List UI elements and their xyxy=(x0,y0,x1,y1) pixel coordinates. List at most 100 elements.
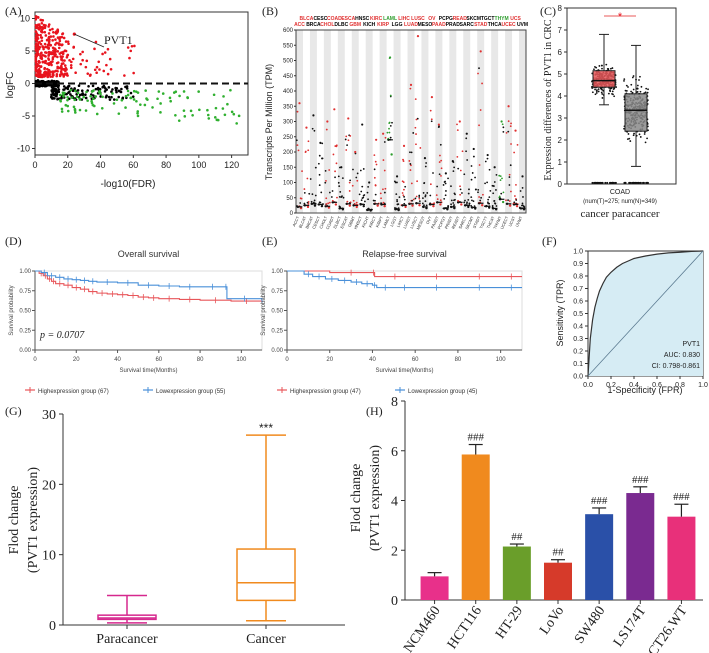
tpm-point xyxy=(393,180,396,183)
volcano-point-up xyxy=(108,57,112,61)
tpm-max-point xyxy=(465,132,468,135)
tpm-point xyxy=(355,176,358,179)
tpm-point xyxy=(313,129,316,132)
tpm-point xyxy=(334,176,336,179)
volcano-point xyxy=(112,98,116,101)
volcano-point-up xyxy=(81,50,84,54)
tpm-point xyxy=(375,163,378,166)
tpm-point xyxy=(383,169,386,172)
roc-diagonal xyxy=(587,250,704,377)
volcano-point-up xyxy=(36,36,39,40)
tpm-point xyxy=(440,159,443,162)
bar-significance-label: ### xyxy=(591,495,608,507)
tpm-point xyxy=(410,182,413,185)
panel-label-a: (A) xyxy=(5,4,22,18)
volcano-point-up xyxy=(45,71,49,74)
roc-y-tick-label: 0.2 xyxy=(573,349,583,356)
volcano-point-up xyxy=(51,60,54,63)
tpm-point xyxy=(330,196,333,198)
tpm-point xyxy=(502,130,505,133)
coad-point xyxy=(625,84,628,87)
tpm-x-tick-label: BLCAT xyxy=(298,215,308,229)
volcano-point-up xyxy=(74,71,77,75)
volcano-point-up xyxy=(34,16,38,19)
tpm-median-point xyxy=(383,204,386,208)
volcano-point-up xyxy=(126,46,130,49)
fold-y-axis-label-unit: (PVT1 expression) xyxy=(26,467,41,573)
bar-y-axis-label-unit: (PVT1 expression) xyxy=(368,445,383,551)
tpm-x-tick-label: SARCT xyxy=(457,215,467,230)
volcano-point-down xyxy=(98,91,101,94)
tpm-point xyxy=(478,67,480,70)
volcano-point xyxy=(114,88,118,92)
volcano-point-up xyxy=(105,63,108,67)
coad-point xyxy=(601,97,604,99)
volcano-point-down xyxy=(132,89,136,93)
tpm-column-band xyxy=(435,30,443,213)
tpm-median-point xyxy=(432,204,435,208)
tpm-point xyxy=(422,197,424,200)
coad-y-tick-label: 6 xyxy=(558,48,563,57)
tpm-median-point xyxy=(501,200,505,204)
tpm-column-band xyxy=(477,30,485,213)
tpm-point xyxy=(499,179,502,182)
tpm-point xyxy=(507,130,510,133)
tpm-point xyxy=(395,193,398,196)
tpm-median-point xyxy=(306,205,310,209)
rfs-y-tick-label: 0.50 xyxy=(271,309,283,315)
tpm-point xyxy=(346,200,349,203)
coad-point xyxy=(644,141,647,144)
tpm-point xyxy=(437,126,440,128)
volcano-point-up xyxy=(52,35,55,38)
panel-label-f: (F) xyxy=(542,234,557,248)
coad-zero-point xyxy=(594,181,597,184)
volcano-point-down xyxy=(66,95,69,99)
volcano-point-up xyxy=(57,66,60,69)
tpm-point xyxy=(439,143,442,146)
volcano-point-up xyxy=(62,68,66,71)
tpm-x-tick-label: KIRPT xyxy=(375,215,385,228)
volcano-point-down xyxy=(92,97,95,101)
roc-y-tick-label: 0.4 xyxy=(573,324,583,331)
os-chart-title: Overall survival xyxy=(118,249,180,259)
volcano-point-up xyxy=(56,61,60,64)
tpm-point xyxy=(388,122,391,125)
tpm-point xyxy=(349,179,352,182)
tpm-x-tick-label: KICHT xyxy=(360,215,370,228)
tpm-point xyxy=(379,192,382,195)
tpm-point xyxy=(325,180,327,182)
volcano-point-up xyxy=(64,49,68,53)
volcano-point-up xyxy=(44,51,47,54)
volcano-point-up xyxy=(39,56,42,60)
volcano-point-down xyxy=(73,98,76,102)
volcano-point xyxy=(50,90,54,93)
coad-point xyxy=(594,88,596,91)
tpm-point xyxy=(440,174,442,177)
rfs-legend-label: Lowexpression group (45) xyxy=(408,389,477,395)
tpm-point xyxy=(402,160,405,163)
tpm-point xyxy=(445,190,447,192)
coad-point xyxy=(646,91,649,94)
roc-y-axis-label: Sensitivity (TPR) xyxy=(555,279,565,346)
tpm-column-band xyxy=(365,30,373,213)
tpm-point xyxy=(491,184,494,187)
roc-x-tick-label: 0.2 xyxy=(606,382,616,389)
tpm-point xyxy=(471,199,473,202)
coad-category-label: COAD xyxy=(610,189,630,196)
coad-point xyxy=(607,92,610,95)
volcano-point-up xyxy=(34,60,38,63)
bar-x-tick-label: HCT116 xyxy=(445,604,485,652)
coad-zero-point xyxy=(632,181,635,184)
coad-box-cancer xyxy=(592,70,616,88)
volcano-point xyxy=(81,93,85,97)
os-x-tick-label: 100 xyxy=(236,357,247,363)
tpm-point xyxy=(509,125,512,128)
volcano-point-down xyxy=(78,97,82,100)
volcano-point-up xyxy=(60,56,63,59)
volcano-point-up xyxy=(64,66,68,70)
coad-point xyxy=(595,89,598,91)
volcano-point-down xyxy=(86,99,89,102)
coad-point xyxy=(600,91,603,94)
tpm-point xyxy=(465,137,468,140)
roc-curve xyxy=(587,250,704,377)
